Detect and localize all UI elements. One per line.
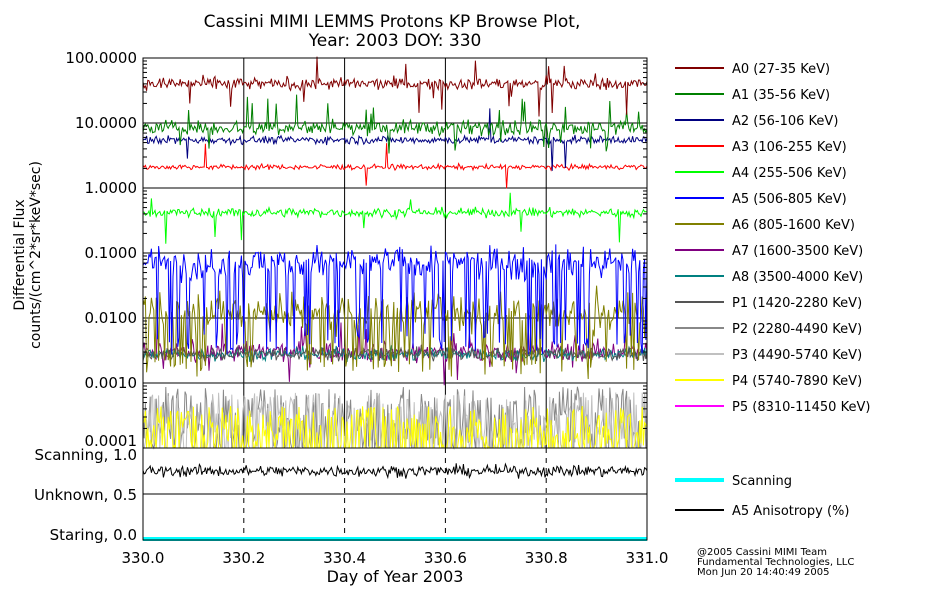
chart-subtitle: Year: 2003 DOY: 330 [308, 31, 482, 51]
series-line-a0 [142, 56, 648, 117]
x-tick-labels: 330.0 330.2 330.4 330.6 330.8 331.0 [122, 549, 669, 567]
flux-y-tick-label: 0.0001 [85, 432, 138, 450]
flux-y-tick-label: 0.1000 [85, 244, 138, 262]
x-axis-label: Day of Year 2003 [327, 567, 464, 586]
series-line-anisotropy [142, 462, 648, 480]
flux-y-tick-label: 1.0000 [85, 179, 138, 197]
series-line-a5 [142, 244, 648, 355]
flux-y-tick-label: 0.0010 [85, 374, 138, 392]
legend-label-status-1: A5 Anisotropy (%) [732, 504, 849, 519]
legend-label-a6: A6 (805-1600 KeV) [732, 218, 855, 233]
status-y-tick-label: Unknown, 0.5 [34, 486, 137, 504]
series-line-a4 [142, 192, 648, 244]
legend-label-a8: A8 (3500-4000 KeV) [732, 270, 863, 285]
flux-y-tick-label: 100.0000 [65, 49, 137, 67]
x-tick-label: 330.6 [424, 549, 467, 567]
legend-label-a2: A2 (56-106 KeV) [732, 114, 838, 129]
status-series-group [142, 462, 648, 541]
legend-label-a1: A1 (35-56 KeV) [732, 88, 830, 103]
series-line-a6 [142, 285, 648, 380]
legend-label-a5: A5 (506-805 KeV) [732, 192, 847, 207]
series-line-p2 [142, 386, 648, 450]
legend-label-p2: P2 (2280-4490 KeV) [732, 322, 862, 337]
y-axis-label-line1: Differential Flux [12, 199, 28, 310]
legend: A0 (27-35 KeV) A1 (35-56 KeV) A2 (56-106 K… [675, 62, 870, 415]
x-tick-label: 330.0 [122, 549, 165, 567]
legend-label-p3: P3 (4490-5740 KeV) [732, 348, 862, 363]
y-axis-label: Differential Flux counts/(cm^2*sr*keV*se… [12, 161, 44, 349]
panel-frames [142, 57, 648, 541]
legend-label-a3: A3 (106-255 KeV) [732, 140, 847, 155]
status-panel-grid [143, 448, 647, 540]
legend-label-p5: P5 (8310-11450 KeV) [732, 400, 870, 415]
series-line-a1 [142, 94, 648, 154]
status-y-tick-label: Scanning, 1.0 [34, 446, 137, 464]
credit-line-3: Mon Jun 20 14:40:49 2005 [697, 567, 830, 578]
credits: @2005 Cassini MIMI Team Fundamental Tech… [697, 547, 854, 578]
series-line-a3 [142, 143, 648, 189]
flux-y-tick-label: 10.0000 [75, 114, 137, 132]
legend-label-a4: A4 (255-506 KeV) [732, 166, 847, 181]
series-line-p4 [142, 405, 648, 450]
credit-line-2: Fundamental Technologies, LLC [697, 557, 854, 568]
legend-label-a7: A7 (1600-3500 KeV) [732, 244, 863, 259]
status-y-tick-label: Staring, 0.0 [50, 526, 137, 544]
legend-label-a0: A0 (27-35 KeV) [732, 62, 830, 77]
chart-title: Cassini MIMI LEMMS Protons KP Browse Plo… [204, 12, 581, 32]
legend-label-p1: P1 (1420-2280 KeV) [732, 296, 862, 311]
y-axis-label-line2: counts/(cm^2*sr*keV*sec) [28, 161, 44, 349]
y-tick-labels: 100.0000 10.0000 1.0000 0.1000 0.0100 0.0010 0… [34, 49, 137, 544]
series-line-a2 [142, 108, 648, 171]
x-tick-label: 330.4 [323, 549, 366, 567]
x-tick-label: 331.0 [626, 549, 669, 567]
status-legend: Scanning A5 Anisotropy (%) [675, 474, 849, 519]
status-panel-frame [142, 447, 648, 541]
flux-y-tick-label: 0.0100 [85, 309, 138, 327]
x-tick-label: 330.8 [525, 549, 568, 567]
credit-line-1: @2005 Cassini MIMI Team [697, 547, 827, 558]
legend-label-p4: P4 (5740-7890 KeV) [732, 374, 862, 389]
x-tick-label: 330.2 [222, 549, 265, 567]
legend-label-status-0: Scanning [732, 474, 792, 489]
